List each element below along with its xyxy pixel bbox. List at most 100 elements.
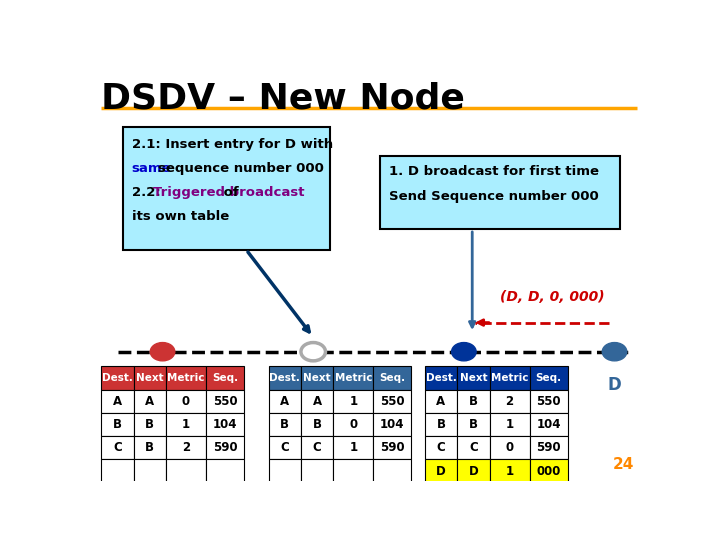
Bar: [457, 413, 490, 436]
Text: Next: Next: [303, 373, 331, 383]
Text: 000: 000: [536, 464, 561, 477]
Text: 550: 550: [212, 395, 238, 408]
Bar: [530, 366, 567, 389]
Bar: [333, 366, 374, 389]
Bar: [333, 413, 374, 436]
Text: A: A: [156, 376, 169, 394]
Text: 1: 1: [349, 395, 357, 408]
Text: Seq.: Seq.: [536, 373, 562, 383]
Text: Seq.: Seq.: [212, 373, 238, 383]
Text: D: D: [469, 464, 478, 477]
Text: A: A: [436, 395, 446, 408]
Bar: [374, 460, 411, 483]
Text: B: B: [145, 441, 154, 454]
Bar: [301, 366, 333, 389]
Bar: [457, 366, 490, 389]
Bar: [166, 460, 206, 483]
Bar: [166, 389, 206, 413]
Bar: [490, 460, 530, 483]
Bar: [166, 366, 206, 389]
Bar: [425, 389, 457, 413]
Circle shape: [150, 342, 175, 361]
Bar: [374, 389, 411, 413]
Text: B: B: [113, 418, 122, 431]
Text: 1: 1: [505, 418, 513, 431]
Text: 2.2:: 2.2:: [132, 186, 165, 199]
Text: Seq.: Seq.: [379, 373, 405, 383]
Text: 1: 1: [182, 418, 190, 431]
Bar: [101, 460, 133, 483]
Bar: [301, 460, 333, 483]
Bar: [530, 413, 567, 436]
Text: 2.1: Insert entry for D with: 2.1: Insert entry for D with: [132, 138, 333, 151]
Text: A: A: [145, 395, 154, 408]
Bar: [530, 389, 567, 413]
Text: 104: 104: [213, 418, 238, 431]
Text: C: C: [113, 441, 122, 454]
Bar: [206, 436, 244, 460]
Bar: [101, 436, 133, 460]
Circle shape: [451, 342, 476, 361]
Text: same: same: [132, 161, 171, 174]
FancyBboxPatch shape: [124, 127, 330, 250]
Text: 0: 0: [349, 418, 357, 431]
Text: 590: 590: [536, 441, 561, 454]
Text: B: B: [469, 418, 478, 431]
Text: A: A: [312, 395, 322, 408]
Text: Metric: Metric: [335, 373, 372, 383]
Circle shape: [602, 342, 627, 361]
Text: 0: 0: [182, 395, 190, 408]
Text: (D, D, 0, 000): (D, D, 0, 000): [500, 290, 605, 304]
Text: C: C: [458, 376, 470, 394]
Text: Dest.: Dest.: [102, 373, 132, 383]
Bar: [374, 436, 411, 460]
Bar: [133, 413, 166, 436]
Bar: [490, 413, 530, 436]
Text: C: C: [312, 441, 322, 454]
Text: 550: 550: [536, 395, 561, 408]
Text: 0: 0: [505, 441, 513, 454]
Bar: [269, 413, 301, 436]
Text: Next: Next: [459, 373, 487, 383]
Text: Metric: Metric: [491, 373, 528, 383]
Bar: [374, 413, 411, 436]
Bar: [490, 436, 530, 460]
Bar: [301, 413, 333, 436]
Bar: [301, 436, 333, 460]
Text: of: of: [219, 186, 238, 199]
Text: 1: 1: [505, 464, 513, 477]
Bar: [374, 366, 411, 389]
Bar: [206, 389, 244, 413]
Bar: [166, 436, 206, 460]
Text: B: B: [436, 418, 446, 431]
Text: 24: 24: [613, 457, 634, 472]
Text: Send Sequence number 000: Send Sequence number 000: [389, 190, 598, 202]
Text: B: B: [145, 418, 154, 431]
Bar: [490, 389, 530, 413]
Bar: [425, 413, 457, 436]
Bar: [101, 389, 133, 413]
Bar: [133, 389, 166, 413]
Bar: [101, 413, 133, 436]
Text: Dest.: Dest.: [426, 373, 456, 383]
Bar: [457, 389, 490, 413]
Bar: [425, 436, 457, 460]
Text: 2: 2: [505, 395, 513, 408]
Bar: [490, 366, 530, 389]
Bar: [333, 436, 374, 460]
Bar: [166, 413, 206, 436]
Text: 1. D broadcast for first time: 1. D broadcast for first time: [389, 165, 598, 178]
Bar: [301, 389, 333, 413]
Text: B: B: [469, 395, 478, 408]
Bar: [206, 460, 244, 483]
Bar: [133, 366, 166, 389]
Bar: [269, 366, 301, 389]
Text: 1: 1: [349, 441, 357, 454]
Text: its own table: its own table: [132, 210, 229, 223]
Text: 104: 104: [380, 418, 405, 431]
Text: B: B: [307, 376, 320, 394]
Text: 590: 590: [380, 441, 405, 454]
Circle shape: [301, 342, 325, 361]
Text: 550: 550: [380, 395, 405, 408]
Text: D: D: [608, 376, 621, 394]
